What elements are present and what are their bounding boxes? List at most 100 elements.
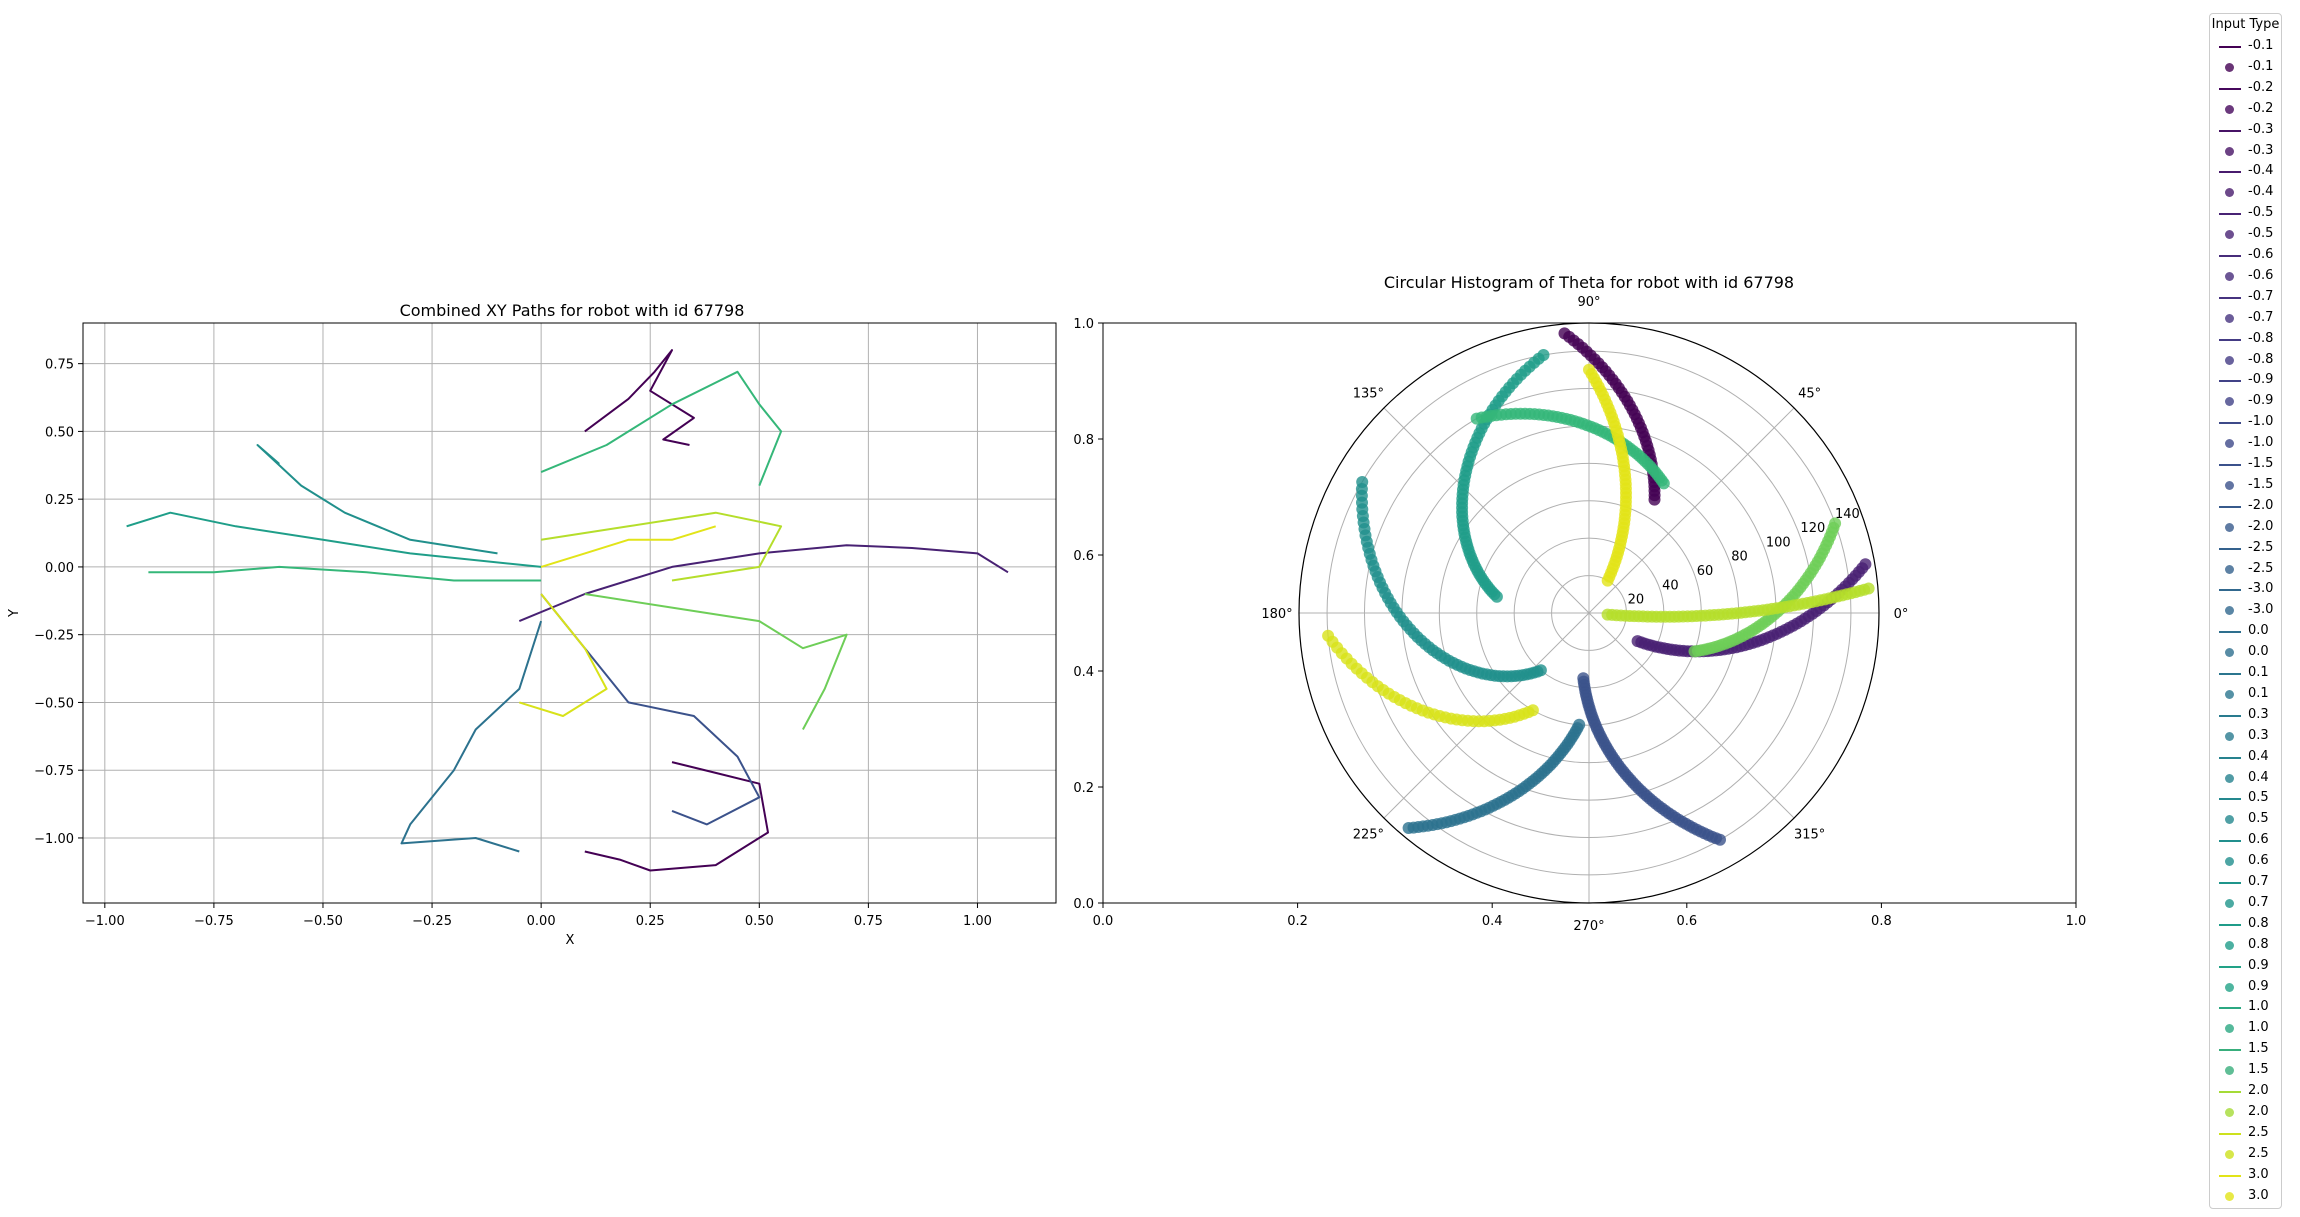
legend-label: 0.5 <box>2248 810 2269 828</box>
legend-line-swatch <box>2219 631 2241 633</box>
legend-dot-swatch <box>2225 439 2234 448</box>
polar-radial-label: 120 <box>1800 521 1825 536</box>
legend-entry: -0.7 <box>2210 287 2281 308</box>
polar-grid-spoke <box>1384 613 1589 818</box>
xy-x-axis-label: X <box>566 933 575 948</box>
legend-entry: -2.0 <box>2210 496 2281 517</box>
legend-entry: 1.5 <box>2210 1039 2281 1060</box>
legend-label: 0.4 <box>2248 769 2269 787</box>
legend-dot-swatch <box>2225 230 2234 239</box>
xy-grid <box>83 323 1056 903</box>
legend-label: 0.9 <box>2248 978 2269 996</box>
legend-entry: -0.6 <box>2210 245 2281 266</box>
polar-radial-label: 20 <box>1628 593 1645 608</box>
legend-entry: 0.7 <box>2210 872 2281 893</box>
polar-point <box>1535 664 1547 676</box>
polar-grid <box>1299 323 1879 903</box>
xy-plot-frame <box>83 323 1056 903</box>
polar-angle-label: 135° <box>1353 386 1384 401</box>
legend-entry: 3.0 <box>2210 1186 2281 1207</box>
legend-dot-swatch <box>2225 397 2234 406</box>
legend-label: 0.6 <box>2248 852 2269 870</box>
legend-label: -1.0 <box>2248 413 2273 431</box>
xy-path-series <box>585 594 847 730</box>
legend-entry: -0.4 <box>2210 182 2281 203</box>
polar-point <box>1602 575 1614 587</box>
legend-label: 1.0 <box>2248 1019 2269 1037</box>
legend-label: -0.7 <box>2248 288 2273 306</box>
legend-entry: -0.2 <box>2210 78 2281 99</box>
legend-dot-swatch <box>2225 356 2234 365</box>
legend-entry: 1.5 <box>2210 1060 2281 1081</box>
legend-label: 0.0 <box>2248 622 2269 640</box>
legend-label: -2.0 <box>2248 518 2273 536</box>
legend-entry: -0.7 <box>2210 308 2281 329</box>
xy-x-tick-label: −0.25 <box>412 914 452 929</box>
xy-y-ticks: −1.00−0.75−0.50−0.250.000.250.500.75 <box>34 358 83 847</box>
legend-entry: 0.8 <box>2210 935 2281 956</box>
polar-radial-label: 40 <box>1662 578 1679 593</box>
legend-dot-swatch <box>2225 481 2234 490</box>
legend-label: 0.9 <box>2248 957 2269 975</box>
legend-line-swatch <box>2219 255 2241 257</box>
xy-paths <box>127 350 1008 870</box>
legend-label: -0.9 <box>2248 392 2273 410</box>
legend-line-swatch <box>2219 798 2241 800</box>
legend-entry: 2.5 <box>2210 1144 2281 1165</box>
legend-dot-swatch <box>2225 690 2234 699</box>
legend-label: -0.7 <box>2248 309 2273 327</box>
legend-label: -0.8 <box>2248 351 2273 369</box>
legend-line-swatch <box>2219 297 2241 299</box>
legend-entry: 0.0 <box>2210 621 2281 642</box>
xy-y-tick-label: −0.75 <box>34 764 74 779</box>
legend-dot-swatch <box>2225 857 2234 866</box>
legend-entry: 0.3 <box>2210 726 2281 747</box>
legend-entry: -2.5 <box>2210 538 2281 559</box>
legend-entry: 0.4 <box>2210 768 2281 789</box>
legend-label: 0.0 <box>2248 643 2269 661</box>
xy-x-tick-label: 1.00 <box>963 914 992 929</box>
polar-point <box>1602 609 1614 621</box>
legend-entry: -0.9 <box>2210 370 2281 391</box>
xy-y-tick-label: −0.50 <box>34 696 74 711</box>
legend-label: 0.1 <box>2248 685 2269 703</box>
polar-angle-label: 90° <box>1577 295 1600 310</box>
xy-x-tick-label: 0.50 <box>745 914 774 929</box>
xy-path-series <box>148 567 541 581</box>
legend-label: -0.3 <box>2248 142 2273 160</box>
xy-x-tick-label: 0.00 <box>527 914 556 929</box>
polar-y-tick-label: 0.6 <box>1073 549 1094 564</box>
xy-x-tick-label: 0.75 <box>854 914 883 929</box>
xy-path-series <box>519 594 606 716</box>
legend-label: -1.5 <box>2248 476 2273 494</box>
legend-line-swatch <box>2219 840 2241 842</box>
polar-panel: Circular Histogram of Theta for robot wi… <box>1073 273 2086 934</box>
xy-paths-panel: Combined XY Paths for robot with id 6779… <box>7 301 1056 948</box>
polar-chart-title: Circular Histogram of Theta for robot wi… <box>1384 273 1794 292</box>
legend-dot-swatch <box>2225 1192 2234 1201</box>
legend-entry: 0.1 <box>2210 663 2281 684</box>
legend-label: -0.8 <box>2248 330 2273 348</box>
legend-line-swatch <box>2219 882 2241 884</box>
legend-label: -0.5 <box>2248 225 2273 243</box>
polar-radial-label: 80 <box>1731 550 1748 565</box>
polar-point <box>1649 494 1661 506</box>
legend-entry: -1.0 <box>2210 433 2281 454</box>
legend-line-swatch <box>2219 46 2241 48</box>
legend-label: 1.0 <box>2248 998 2269 1016</box>
legend-line-swatch <box>2219 589 2241 591</box>
xy-y-tick-label: 0.00 <box>45 561 74 576</box>
legend-label: 0.3 <box>2248 727 2269 745</box>
legend-entry: 0.9 <box>2210 977 2281 998</box>
legend-entry: -0.1 <box>2210 36 2281 57</box>
legend-label: 0.8 <box>2248 915 2269 933</box>
legend-dot-swatch <box>2225 732 2234 741</box>
legend-entry: -2.5 <box>2210 559 2281 580</box>
legend-dot-swatch <box>2225 105 2234 114</box>
legend-line-swatch <box>2219 548 2241 550</box>
legend-label: -0.2 <box>2248 100 2273 118</box>
legend-title: Input Type <box>2210 16 2281 34</box>
legend-line-swatch <box>2219 715 2241 717</box>
legend-label: 2.0 <box>2248 1103 2269 1121</box>
